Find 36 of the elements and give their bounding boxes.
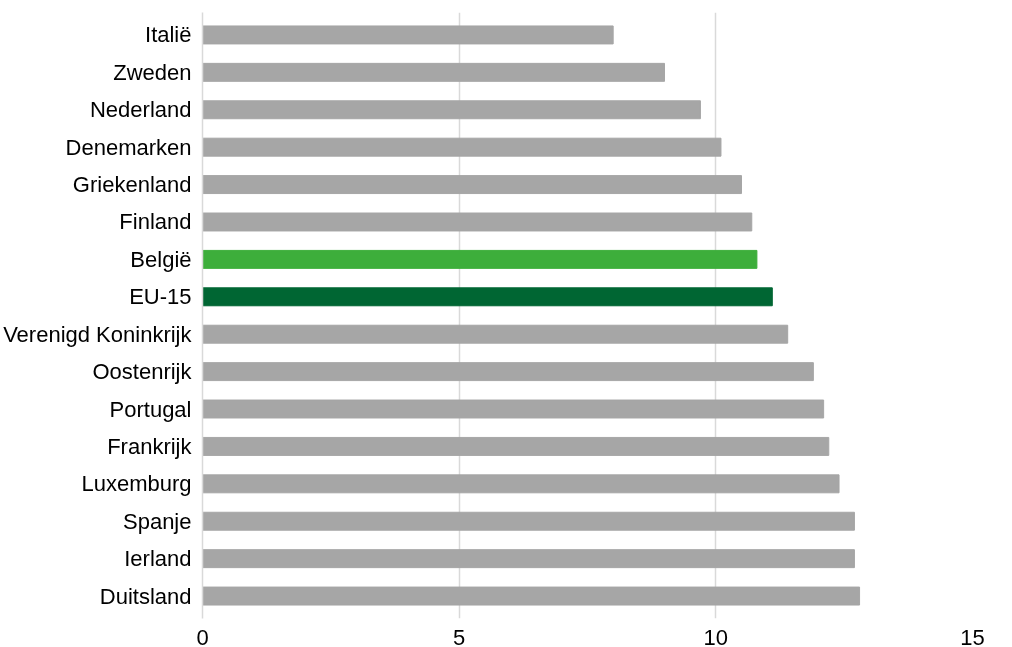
bar [202,249,758,269]
bar [202,62,665,82]
y-tick-label: Luxemburg [81,471,192,497]
y-tick-label: Ierland [124,546,192,572]
y-tick-label: Finland [119,209,192,235]
bar [202,474,840,494]
bar [202,25,614,45]
bar [202,511,855,531]
y-tick-label: Duitsland [99,583,192,609]
bar [202,137,722,157]
y-tick-label: Oostenrijk [92,359,193,385]
x-tick-label: 5 [453,624,466,647]
bar [202,399,825,419]
y-tick-label: Griekenland [72,172,192,198]
y-tick-label: Frankrijk [107,433,193,459]
bar [202,212,753,232]
bar [202,324,789,344]
y-tick-label: EU-15 [129,284,192,310]
x-tick-label: 0 [196,624,209,647]
y-tick-label: Nederland [89,97,192,123]
y-tick-label: Italië [145,22,192,48]
bar [202,287,773,307]
bar [202,586,861,606]
y-tick-label: Denemarken [65,134,192,160]
y-tick-label: Zweden [113,59,192,85]
bar [202,362,814,382]
y-tick-label: Portugal [109,396,192,422]
bar [202,549,855,569]
x-tick-label: 15 [960,624,985,647]
y-tick-label: Verenigd Koninkrijk [3,321,193,347]
bar [202,175,742,195]
y-tick-label: België [130,246,192,272]
y-tick-label: Spanje [123,508,192,534]
bar [202,436,830,456]
bar [202,100,701,120]
x-tick-label: 10 [703,624,729,647]
